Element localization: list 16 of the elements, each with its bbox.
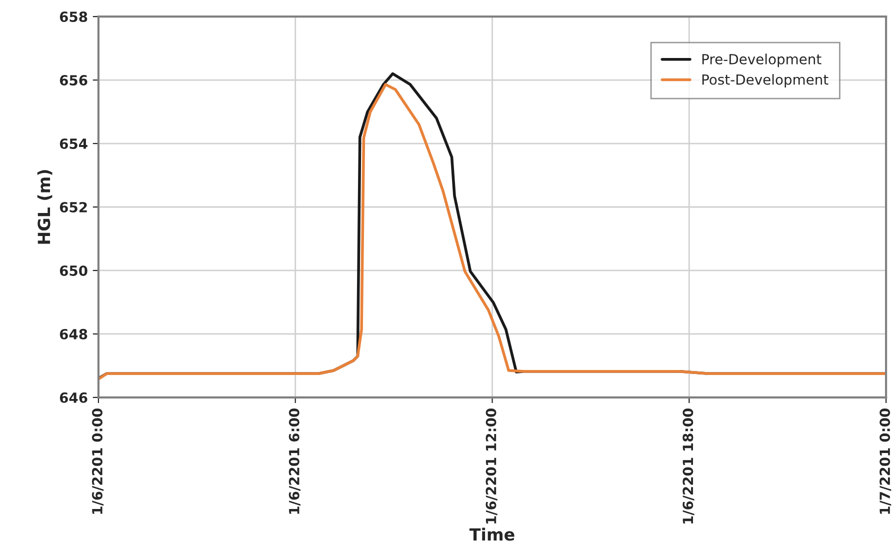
x-tick-label: 1/6/2201 0:00 [92, 408, 104, 514]
x-axis-title: Time [469, 528, 514, 541]
y-tick-label: 656 [60, 75, 88, 86]
legend-label: Pre-Development [702, 54, 822, 68]
y-tick-label: 646 [60, 392, 88, 403]
y-axis-title: HGL (m) [37, 170, 52, 244]
x-tick-label: 1/6/2201 18:00 [682, 408, 694, 524]
y-tick-label: 654 [60, 138, 88, 149]
y-tick-label: 658 [60, 12, 88, 22]
x-tick-label: 1/6/2201 6:00 [288, 408, 300, 514]
x-tick-label: 1/6/2201 12:00 [486, 408, 498, 524]
y-tick-label: 648 [60, 328, 88, 340]
x-tick-label: 1/7/2201 0:00 [880, 408, 892, 514]
y-tick-label: 650 [60, 265, 88, 276]
y-tick-label: 652 [60, 202, 87, 212]
legend-label: Post-Development [702, 74, 828, 88]
